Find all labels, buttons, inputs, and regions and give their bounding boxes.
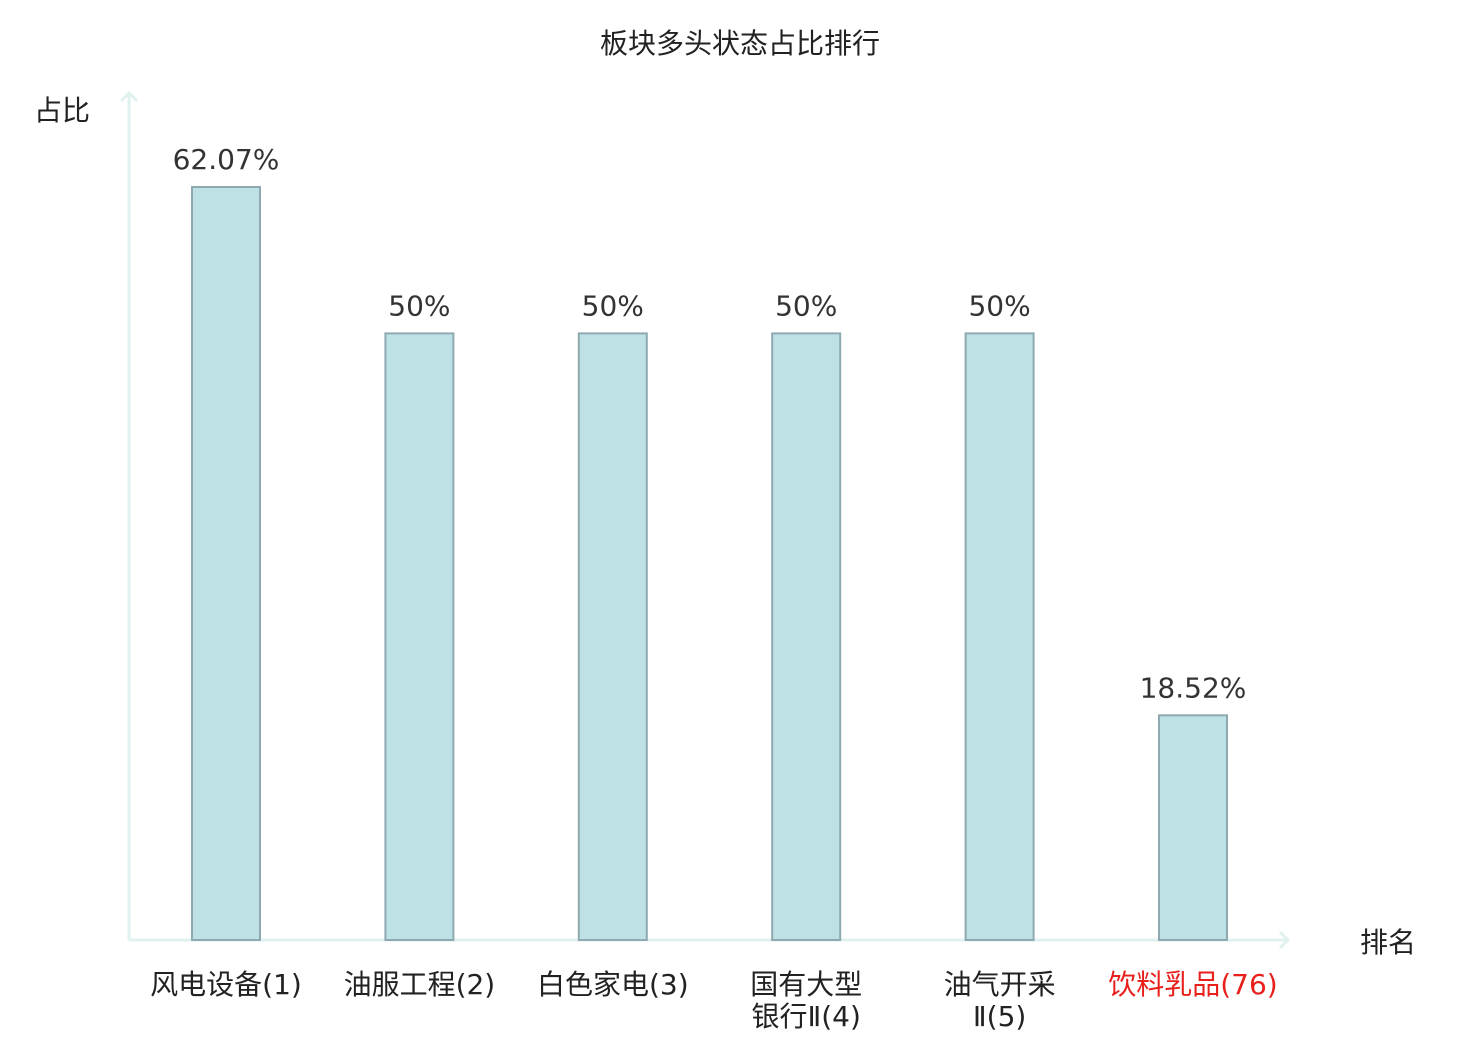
bar-3 [771, 332, 842, 941]
category-label-5: 饮料乳品(76) [1108, 968, 1277, 1001]
category-label-3-line-0: 国有大型 [750, 968, 862, 1001]
bar-value-label-2: 50% [582, 289, 644, 322]
bars-group [191, 186, 1228, 941]
bar-5 [1158, 714, 1228, 941]
bar-value-label-3: 50% [775, 289, 837, 322]
bar-1 [384, 332, 455, 941]
category-label-4-line-1: Ⅱ(5) [973, 1000, 1026, 1033]
bar-value-label-0: 62.07% [173, 143, 280, 176]
chart-title: 板块多头状态占比排行 [600, 27, 880, 60]
category-label-4-line-0: 油气开采 [944, 968, 1056, 1001]
category-label-2: 白色家电(3) [537, 968, 689, 1001]
value-labels-group: 62.07% 50% 50% 50% 50% 18.52% [173, 143, 1247, 704]
x-axis-label: 排名 [1360, 926, 1416, 959]
bar-4 [964, 332, 1035, 941]
bar-value-label-1: 50% [388, 289, 450, 322]
y-axis-label: 占比 [34, 94, 90, 127]
category-label-0: 风电设备(1) [150, 968, 302, 1001]
category-label-3-line-1: 银行Ⅱ(4) [751, 1000, 860, 1033]
bar-value-label-4: 50% [968, 289, 1030, 322]
bar-value-label-5: 18.52% [1140, 671, 1247, 704]
bar-2 [577, 332, 648, 941]
category-label-1: 油服工程(2) [344, 968, 496, 1001]
bar-0 [191, 186, 261, 941]
